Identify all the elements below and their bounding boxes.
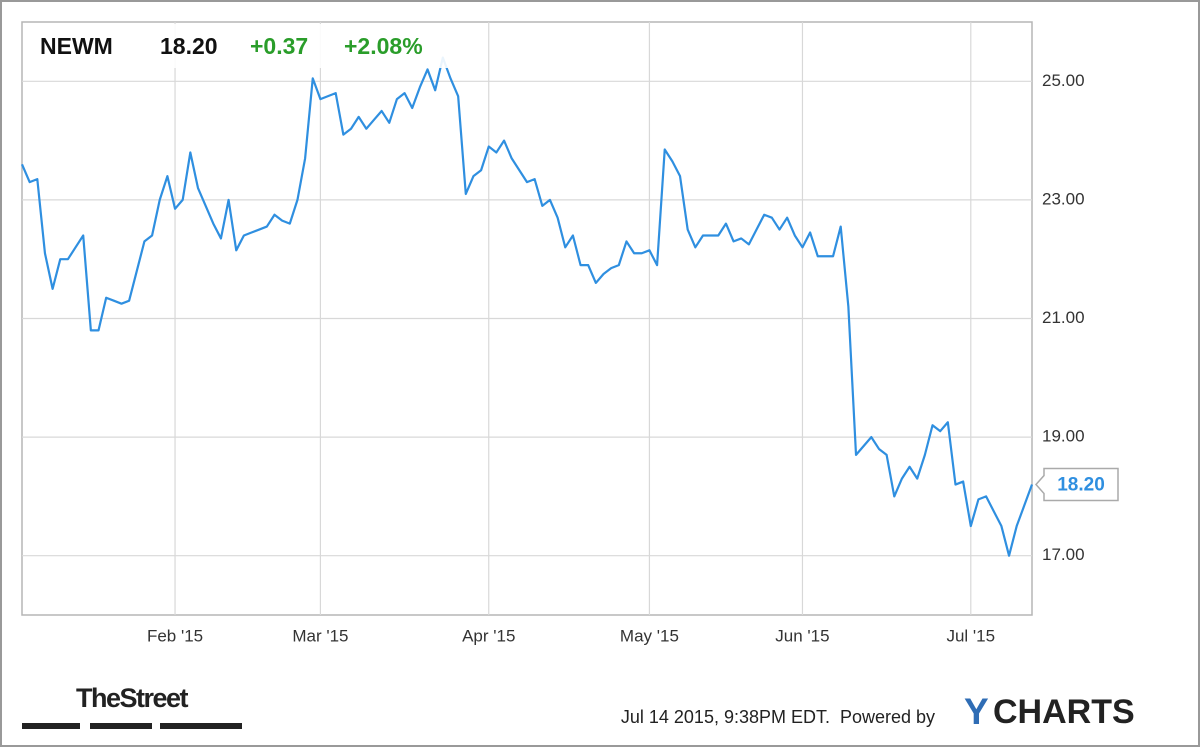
tag-box (1034, 467, 1119, 502)
y-tick-label: 17.00 (1042, 545, 1085, 564)
x-tick-label: Jun '15 (775, 626, 829, 645)
logo-bar (160, 723, 242, 729)
last-price-tag: 18.20 (1034, 467, 1119, 502)
powered-by: Powered by (840, 707, 935, 727)
x-tick-label: Jul '15 (946, 626, 995, 645)
provider-logo-y: Y (964, 691, 989, 732)
logo-bar (22, 723, 80, 729)
last-price-label: 18.20 (1057, 475, 1105, 496)
y-tick-label: 25.00 (1042, 71, 1085, 90)
provider-logo: CHARTS (993, 693, 1135, 731)
y-tick-label: 21.00 (1042, 308, 1085, 327)
timestamp: Jul 14 2015, 9:38PM EDT. (621, 707, 830, 727)
change-percent: +2.08% (344, 33, 423, 59)
x-tick-label: Mar '15 (292, 626, 348, 645)
logo-bar (90, 723, 152, 729)
header-box (24, 24, 470, 68)
change: +0.37 (250, 33, 308, 59)
price: 18.20 (160, 33, 218, 59)
price-line (20, 56, 1034, 557)
marks (20, 56, 1034, 557)
x-tick-label: May '15 (620, 626, 679, 645)
grid (22, 22, 1032, 615)
brand-logo: TheStreet (76, 683, 189, 713)
x-tick-label: Apr '15 (462, 626, 515, 645)
y-tick-label: 23.00 (1042, 189, 1085, 208)
y-tick-label: 19.00 (1042, 427, 1085, 446)
ticker: NEWM (40, 33, 113, 59)
x-tick-label: Feb '15 (147, 626, 203, 645)
